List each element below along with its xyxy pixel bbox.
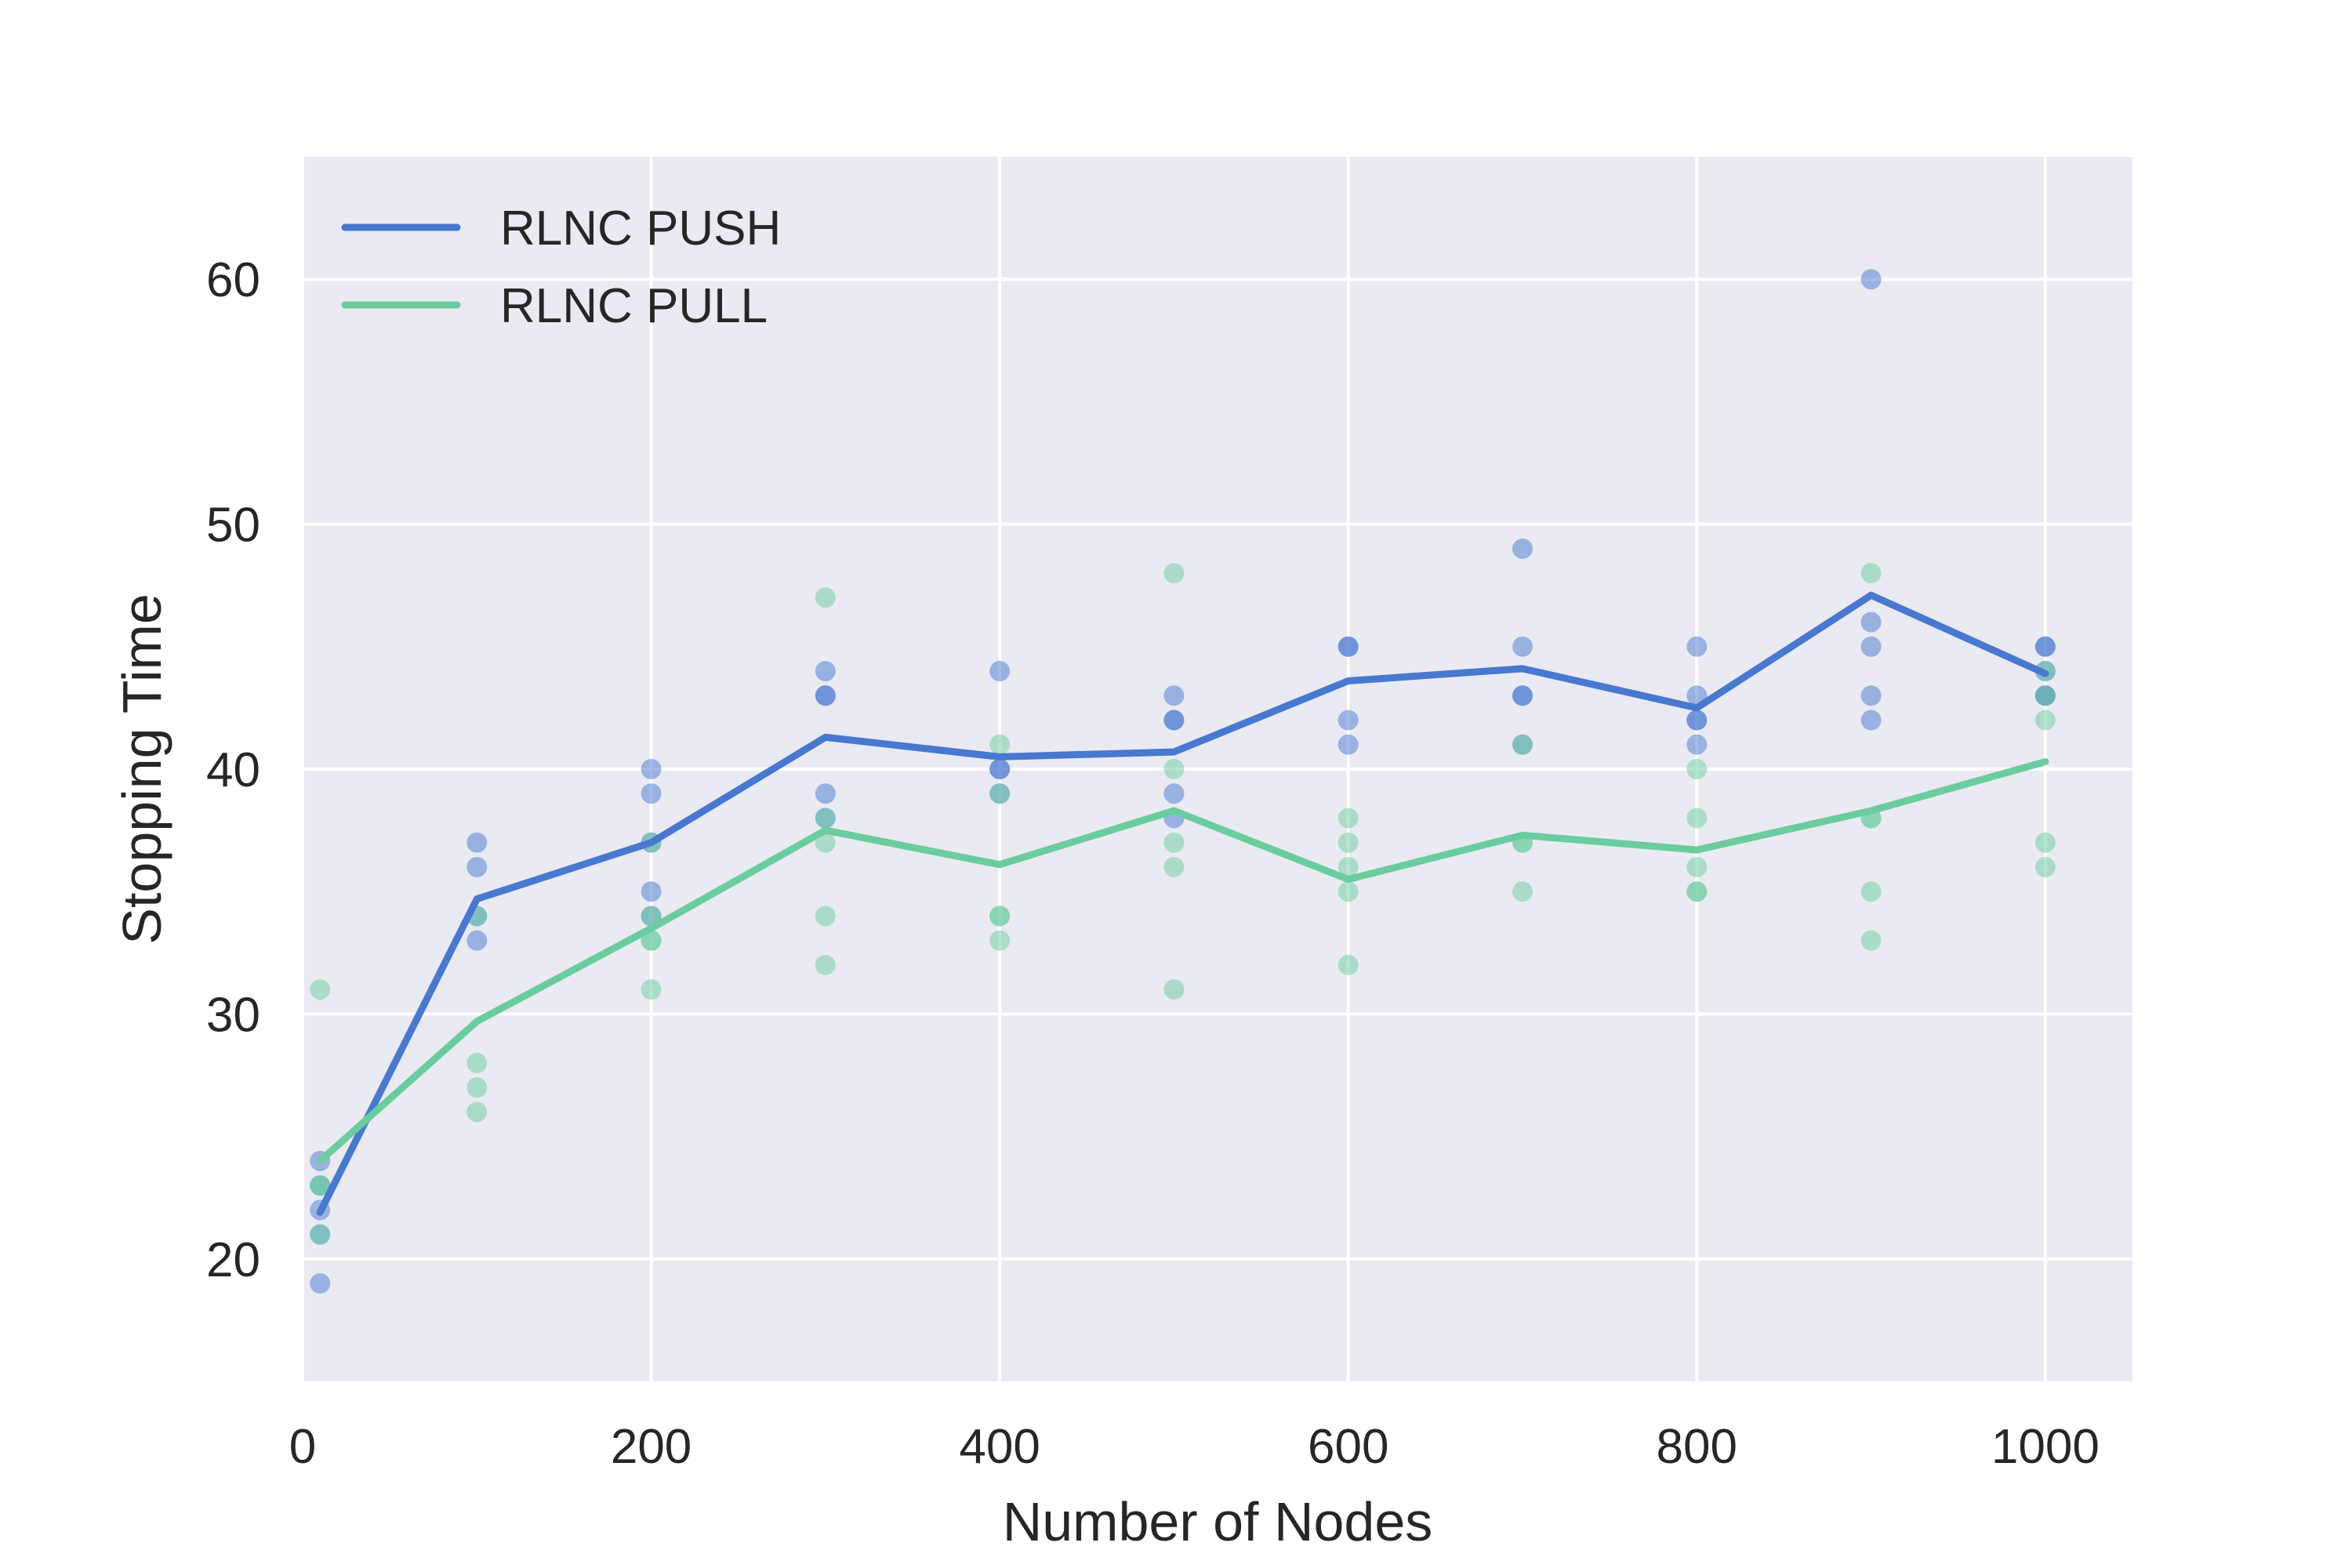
x-tick-label: 800 bbox=[1657, 1420, 1737, 1474]
point-rlnc-push bbox=[989, 661, 1011, 682]
y-tick-label: 30 bbox=[206, 988, 260, 1042]
point-rlnc-push bbox=[1512, 685, 1533, 706]
point-rlnc-pull bbox=[1338, 881, 1359, 902]
point-rlnc-push bbox=[815, 783, 836, 804]
point-rlnc-push bbox=[1860, 710, 1882, 731]
x-tick-label: 400 bbox=[959, 1420, 1040, 1474]
point-rlnc-push bbox=[466, 832, 488, 853]
point-rlnc-pull bbox=[1338, 954, 1359, 975]
point-rlnc-pull bbox=[1338, 808, 1359, 829]
series-lines bbox=[316, 591, 2049, 1216]
point-rlnc-pull bbox=[1163, 759, 1185, 779]
point-rlnc-push bbox=[641, 759, 662, 779]
point-rlnc-pull bbox=[2034, 832, 2056, 853]
point-rlnc-pull bbox=[1686, 759, 1708, 779]
point-rlnc-pull bbox=[989, 783, 1011, 804]
point-rlnc-pull bbox=[466, 1052, 488, 1073]
point-rlnc-pull bbox=[1686, 881, 1708, 902]
point-rlnc-push bbox=[1686, 734, 1708, 755]
point-rlnc-pull bbox=[1686, 808, 1708, 829]
tick-labels: 0 200 400 600 800 1000 20 30 40 50 60 bbox=[206, 253, 2100, 1474]
y-axis-title: Stopping Time bbox=[111, 593, 172, 944]
point-rlnc-pull bbox=[989, 906, 1011, 927]
point-rlnc-pull bbox=[641, 979, 662, 1000]
point-rlnc-push bbox=[641, 881, 662, 902]
point-rlnc-push bbox=[1860, 636, 1882, 657]
point-rlnc-push bbox=[1512, 636, 1533, 657]
point-rlnc-pull bbox=[1338, 832, 1359, 853]
point-rlnc-push bbox=[1860, 612, 1882, 633]
legend-label-rlnc-pull: RLNC PULL bbox=[500, 279, 768, 333]
point-rlnc-push bbox=[466, 856, 488, 877]
y-tick-label: 50 bbox=[206, 499, 260, 553]
point-rlnc-pull bbox=[1860, 563, 1882, 584]
point-rlnc-push bbox=[1860, 269, 1882, 290]
point-rlnc-push bbox=[815, 685, 836, 706]
point-rlnc-pull bbox=[2034, 856, 2056, 877]
point-rlnc-push bbox=[1338, 636, 1359, 657]
y-tick-label: 20 bbox=[206, 1233, 260, 1287]
point-rlnc-pull bbox=[1686, 856, 1708, 877]
legend: RLNC PUSH RLNC PULL bbox=[341, 201, 781, 333]
point-rlnc-push bbox=[641, 783, 662, 804]
point-rlnc-pull bbox=[1512, 881, 1533, 902]
point-rlnc-pull bbox=[815, 832, 836, 853]
scatter-points bbox=[310, 269, 2056, 1294]
point-rlnc-pull bbox=[466, 1102, 488, 1123]
point-rlnc-push bbox=[815, 661, 836, 682]
x-tick-label: 1000 bbox=[1991, 1420, 2100, 1474]
point-rlnc-push bbox=[1163, 685, 1185, 706]
point-rlnc-pull bbox=[815, 587, 836, 608]
x-axis-title: Number of Nodes bbox=[1003, 1491, 1433, 1552]
point-rlnc-pull bbox=[1163, 563, 1185, 584]
point-rlnc-push bbox=[1338, 734, 1359, 755]
point-rlnc-pull bbox=[310, 979, 331, 1000]
point-rlnc-pull bbox=[1163, 832, 1185, 853]
point-rlnc-pull bbox=[310, 1224, 331, 1245]
point-rlnc-pull bbox=[466, 1077, 488, 1098]
point-rlnc-pull bbox=[2034, 710, 2056, 731]
x-tick-label: 200 bbox=[611, 1420, 691, 1474]
point-rlnc-push bbox=[466, 930, 488, 951]
point-rlnc-pull bbox=[310, 1175, 331, 1196]
x-tick-label: 0 bbox=[289, 1420, 316, 1474]
y-tick-label: 40 bbox=[206, 743, 260, 797]
point-rlnc-push bbox=[989, 759, 1011, 779]
point-rlnc-push bbox=[1512, 538, 1533, 559]
point-rlnc-pull bbox=[1860, 881, 1882, 902]
point-rlnc-push bbox=[1338, 710, 1359, 731]
point-rlnc-pull bbox=[1338, 856, 1359, 877]
point-rlnc-push bbox=[310, 1273, 331, 1294]
point-rlnc-pull bbox=[1860, 930, 1882, 951]
point-rlnc-push bbox=[1163, 783, 1185, 804]
line-rlnc-push bbox=[316, 591, 2049, 1216]
point-rlnc-pull bbox=[641, 906, 662, 927]
point-rlnc-pull bbox=[2034, 685, 2056, 706]
point-rlnc-push bbox=[1686, 636, 1708, 657]
point-rlnc-push bbox=[1163, 710, 1185, 731]
point-rlnc-pull bbox=[1512, 734, 1533, 755]
point-rlnc-pull bbox=[1163, 856, 1185, 877]
point-rlnc-pull bbox=[1163, 979, 1185, 1000]
point-rlnc-push bbox=[1860, 685, 1882, 706]
line-rlnc-pull bbox=[316, 758, 2049, 1165]
point-rlnc-push bbox=[1686, 710, 1708, 731]
point-rlnc-pull bbox=[641, 930, 662, 951]
point-rlnc-pull bbox=[815, 808, 836, 829]
x-tick-label: 600 bbox=[1308, 1420, 1388, 1474]
legend-label-rlnc-push: RLNC PUSH bbox=[500, 201, 781, 256]
point-rlnc-pull bbox=[989, 930, 1011, 951]
point-rlnc-pull bbox=[815, 954, 836, 975]
point-rlnc-pull bbox=[815, 906, 836, 927]
y-tick-label: 60 bbox=[206, 253, 260, 307]
point-rlnc-pull bbox=[989, 734, 1011, 755]
point-rlnc-push bbox=[2034, 636, 2056, 657]
